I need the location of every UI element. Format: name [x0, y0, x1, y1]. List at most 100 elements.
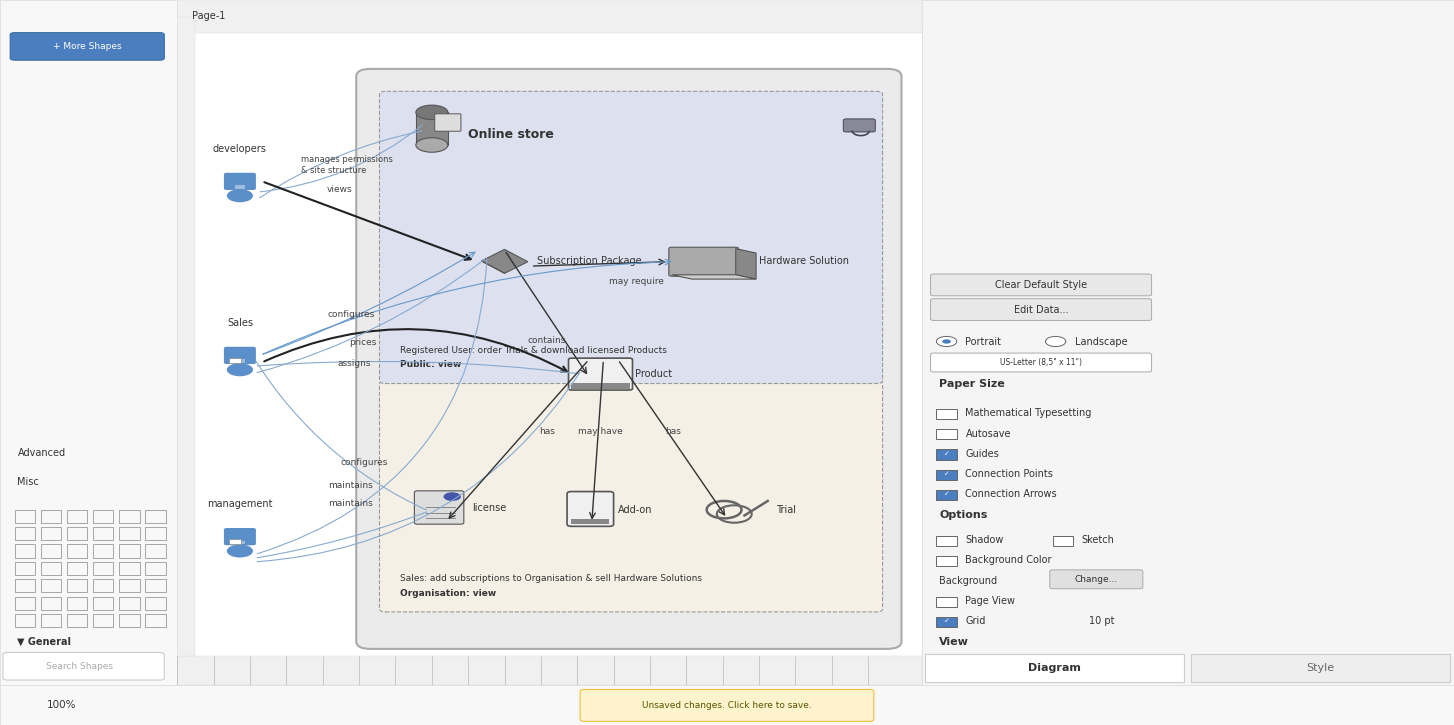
Text: + More Shapes: + More Shapes [52, 42, 122, 51]
Text: configures: configures [327, 310, 375, 319]
FancyBboxPatch shape [224, 173, 256, 190]
FancyBboxPatch shape [3, 652, 164, 680]
Bar [15, 562, 35, 575]
Bar [936, 450, 957, 460]
Text: Diagram: Diagram [1028, 663, 1080, 673]
Text: Advanced: Advanced [17, 448, 65, 458]
Text: Unsaved changes. Click here to save.: Unsaved changes. Click here to save. [643, 701, 811, 710]
Bar [0, 685, 1454, 725]
FancyBboxPatch shape [356, 69, 901, 649]
Text: contains: contains [528, 336, 566, 345]
FancyBboxPatch shape [931, 353, 1152, 372]
FancyBboxPatch shape [569, 358, 632, 390]
Text: Options: Options [939, 510, 987, 520]
Text: Sales: add subscriptions to Organisation & sell Hardware Solutions: Sales: add subscriptions to Organisation… [400, 574, 702, 583]
Text: management: management [206, 499, 273, 509]
Text: ✓: ✓ [944, 618, 949, 624]
Text: Organisation: view: Organisation: view [400, 589, 496, 597]
FancyBboxPatch shape [10, 33, 164, 60]
Bar [145, 614, 166, 627]
Text: Background Color: Background Color [965, 555, 1051, 566]
FancyBboxPatch shape [580, 689, 874, 721]
FancyBboxPatch shape [414, 491, 464, 524]
Bar [145, 527, 166, 540]
Bar [67, 579, 87, 592]
Bar [0, 0, 177, 685]
Text: Guides: Guides [965, 449, 999, 459]
Polygon shape [736, 249, 756, 279]
Text: Trial: Trial [776, 505, 797, 515]
Bar [119, 579, 140, 592]
Text: Connection Points: Connection Points [965, 469, 1053, 479]
Bar [936, 617, 957, 627]
Text: Online store: Online store [468, 128, 554, 141]
Polygon shape [672, 275, 756, 279]
FancyBboxPatch shape [843, 119, 875, 132]
Bar [67, 544, 87, 558]
Bar [15, 510, 35, 523]
Circle shape [227, 544, 253, 558]
Text: Sketch: Sketch [1082, 535, 1115, 545]
Bar [236, 360, 244, 362]
Text: assigns: assigns [337, 359, 371, 368]
Text: Add-on: Add-on [618, 505, 653, 515]
Text: ▼ General: ▼ General [17, 637, 71, 647]
Text: Edit Data...: Edit Data... [1013, 304, 1069, 315]
Text: Change...: Change... [1075, 575, 1118, 584]
Text: Misc: Misc [17, 477, 39, 487]
Bar [228, 358, 241, 363]
Text: Mathematical Typesetting: Mathematical Typesetting [965, 408, 1092, 418]
Text: may have: may have [579, 427, 622, 436]
Bar [93, 579, 113, 592]
FancyBboxPatch shape [669, 247, 739, 276]
Bar [145, 579, 166, 592]
Text: has: has [666, 427, 680, 436]
FancyBboxPatch shape [379, 381, 883, 612]
Text: Registered User: order Trials & download licensed Products: Registered User: order Trials & download… [400, 346, 667, 355]
Bar [67, 597, 87, 610]
Text: ✓: ✓ [944, 451, 949, 457]
Circle shape [936, 336, 957, 347]
FancyBboxPatch shape [931, 274, 1152, 296]
Bar [177, 656, 922, 685]
Bar [936, 429, 957, 439]
Bar [925, 654, 1184, 682]
Bar [228, 539, 241, 544]
Bar [571, 519, 609, 524]
Bar [119, 562, 140, 575]
Bar [177, 17, 195, 656]
Bar [936, 409, 957, 419]
Bar [145, 597, 166, 610]
Text: has: has [539, 427, 554, 436]
Bar [145, 562, 166, 575]
Bar [936, 556, 957, 566]
Text: Public: view: Public: view [400, 360, 461, 369]
Bar [1191, 654, 1450, 682]
Bar [416, 112, 448, 145]
Bar [936, 470, 957, 480]
Bar [93, 510, 113, 523]
Polygon shape [481, 261, 505, 273]
Bar [41, 579, 61, 592]
Text: Page-1: Page-1 [192, 11, 225, 21]
Text: license: license [473, 503, 507, 513]
Text: ✓: ✓ [944, 471, 949, 477]
Bar [145, 510, 166, 523]
Bar [67, 510, 87, 523]
Polygon shape [481, 249, 528, 273]
Ellipse shape [416, 105, 448, 120]
Text: Grid: Grid [965, 616, 986, 626]
Text: may require: may require [609, 277, 664, 286]
Bar [41, 614, 61, 627]
Bar [93, 614, 113, 627]
Bar [119, 614, 140, 627]
Bar [936, 490, 957, 500]
Circle shape [227, 189, 253, 202]
Text: View: View [939, 637, 970, 647]
Text: Search Shapes: Search Shapes [47, 662, 113, 671]
Bar [145, 544, 166, 558]
Text: Connection Arrows: Connection Arrows [965, 489, 1057, 500]
Text: 100%: 100% [47, 700, 76, 710]
Text: US-Letter (8,5" x 11"): US-Letter (8,5" x 11") [1000, 358, 1082, 367]
Bar [15, 527, 35, 540]
